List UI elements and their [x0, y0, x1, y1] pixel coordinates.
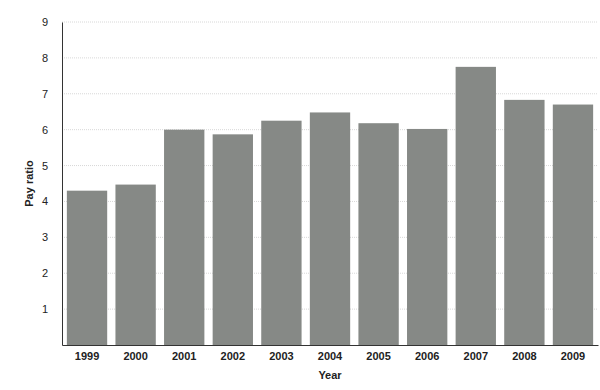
y-tick: 9 — [42, 16, 62, 28]
grid-line — [62, 22, 598, 23]
chart-container: 1 2 3 4 5 6 7 8 9 1999 2000 2001 2002 2003 2004 2005 200… — [0, 0, 600, 390]
y-axis: 1 2 3 4 5 6 7 8 9 — [42, 16, 63, 345]
bar — [164, 130, 204, 345]
y-tick-label: 5 — [42, 160, 48, 172]
x-tick: 2001 — [172, 345, 196, 362]
y-tick-label: 2 — [42, 267, 48, 279]
x-tick-label: 2002 — [221, 350, 245, 362]
x-tick: 1999 — [75, 345, 99, 362]
x-tick-label: 2007 — [464, 350, 488, 362]
y-tick: 8 — [42, 52, 62, 64]
x-tick: 2004 — [318, 345, 343, 362]
x-tick-label: 2000 — [123, 350, 147, 362]
x-tick-label: 2003 — [269, 350, 293, 362]
x-axis: 1999 2000 2001 2002 2003 2004 2005 2006 2007 2008… — [63, 345, 599, 362]
y-tick: 2 — [42, 267, 62, 279]
x-tick: 2000 — [123, 345, 147, 362]
bar — [504, 100, 544, 345]
bar — [115, 185, 155, 345]
bar — [456, 67, 496, 345]
bar — [261, 121, 301, 345]
x-tick: 2009 — [561, 345, 585, 362]
x-tick-label: 1999 — [75, 350, 99, 362]
bar — [407, 129, 447, 345]
y-tick-label: 8 — [42, 52, 48, 64]
x-tick-label: 2004 — [318, 350, 343, 362]
grid-line — [62, 57, 598, 58]
y-axis-title: Pay ratio — [23, 160, 35, 207]
y-tick: 3 — [42, 231, 62, 243]
y-tick-label: 7 — [42, 88, 48, 100]
y-tick-label: 9 — [42, 16, 48, 28]
y-tick: 7 — [42, 88, 62, 100]
x-tick-label: 2008 — [512, 350, 536, 362]
x-tick-label: 2005 — [366, 350, 390, 362]
x-axis-line — [63, 345, 599, 346]
bar — [67, 191, 107, 345]
x-axis-title: Year — [318, 369, 342, 381]
y-tick-label: 4 — [42, 195, 48, 207]
bar — [358, 123, 398, 345]
bar — [310, 112, 350, 345]
y-tick-label: 1 — [42, 303, 48, 315]
y-axis-line — [62, 23, 63, 346]
x-tick: 2008 — [512, 345, 536, 362]
y-tick-label: 6 — [42, 124, 48, 136]
bar — [553, 105, 593, 345]
bar — [213, 134, 253, 345]
x-tick-label: 2006 — [415, 350, 439, 362]
plot: 1 2 3 4 5 6 7 8 9 1999 2000 2001 2002 2003 2004 2005 200… — [42, 16, 599, 362]
x-tick: 2006 — [415, 345, 439, 362]
y-tick: 1 — [42, 303, 62, 315]
bars — [67, 67, 593, 345]
y-tick: 4 — [42, 195, 62, 207]
y-tick: 6 — [42, 124, 62, 136]
x-tick: 2003 — [269, 345, 293, 362]
chart-svg: 1 2 3 4 5 6 7 8 9 1999 2000 2001 2002 2003 2004 2005 200… — [0, 0, 600, 390]
x-tick: 2002 — [221, 345, 245, 362]
x-tick-label: 2009 — [561, 350, 585, 362]
x-tick: 2007 — [464, 345, 488, 362]
x-tick-label: 2001 — [172, 350, 196, 362]
y-tick: 5 — [42, 160, 62, 172]
y-tick-label: 3 — [42, 231, 48, 243]
grid-line — [62, 93, 598, 94]
x-tick: 2005 — [366, 345, 390, 362]
